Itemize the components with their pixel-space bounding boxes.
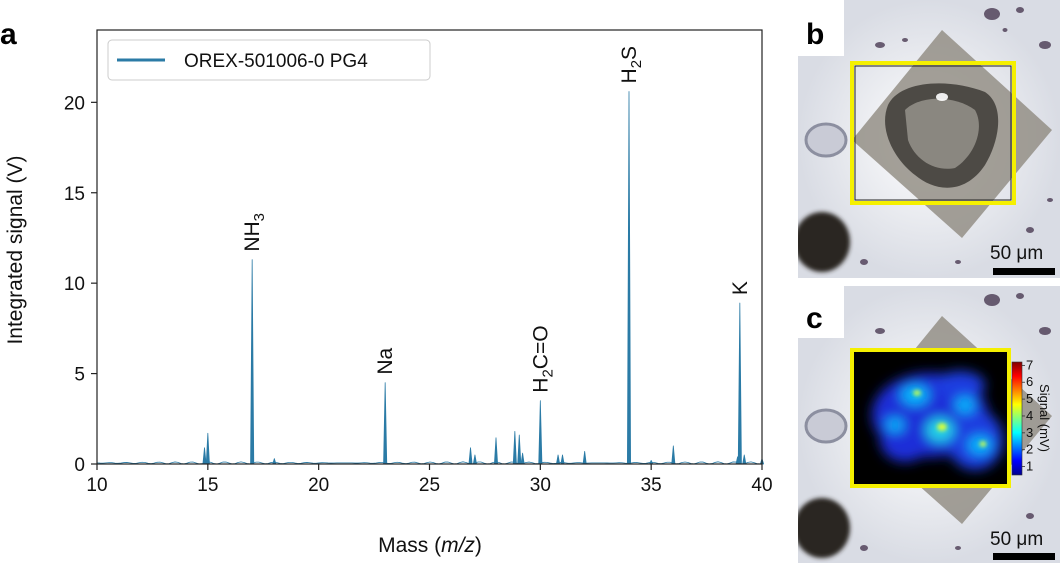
colorbar-tick-label: 4 bbox=[1026, 408, 1033, 423]
peak-label: K bbox=[729, 281, 752, 295]
bubble-artifact bbox=[804, 408, 848, 444]
label-bg-b bbox=[798, 0, 844, 56]
y-tick-label: 0 bbox=[74, 455, 85, 476]
particle bbox=[885, 83, 999, 188]
x-axis-title: Mass (m/z) bbox=[378, 534, 482, 557]
legend-box bbox=[107, 39, 431, 81]
peak bbox=[250, 259, 255, 465]
x-tick-label: 15 bbox=[197, 475, 218, 496]
panel-letter-a: a bbox=[0, 18, 17, 51]
y-tick-label: 15 bbox=[64, 184, 85, 205]
peak bbox=[556, 454, 561, 465]
x-tick-label: 25 bbox=[419, 475, 440, 496]
label-bg-c bbox=[798, 286, 844, 338]
panel-letter-b: b bbox=[806, 18, 824, 51]
peak bbox=[671, 445, 676, 465]
peak bbox=[520, 452, 525, 465]
peak bbox=[202, 447, 207, 465]
peak bbox=[272, 458, 277, 465]
dark-grain bbox=[798, 498, 850, 558]
peak bbox=[582, 450, 587, 465]
x-tick-label: 35 bbox=[641, 475, 662, 496]
debris-specks bbox=[860, 7, 1053, 265]
peak bbox=[468, 447, 473, 465]
heatmap-blobs bbox=[872, 371, 1003, 470]
colorbar-tick-label: 2 bbox=[1026, 442, 1033, 457]
peaks-series bbox=[96, 91, 764, 465]
x-tick-label: 40 bbox=[751, 475, 772, 496]
y-axis-title: Integrated signal (V) bbox=[4, 155, 27, 344]
scale-bar-label-c: 50 μm bbox=[990, 529, 1043, 550]
peak bbox=[560, 454, 565, 465]
debris-specks bbox=[860, 293, 1051, 551]
scale-bar-c bbox=[993, 553, 1055, 560]
colorbar-tick-label: 6 bbox=[1026, 374, 1033, 389]
peak bbox=[205, 432, 210, 465]
colorbar-ticks: 1 2 3 4 5 6 7 bbox=[1022, 357, 1033, 474]
roi-box bbox=[850, 61, 1016, 205]
legend-entry: OREX-501006-0 PG4 bbox=[184, 51, 368, 72]
dark-grain bbox=[798, 212, 850, 272]
colorbar-tick-label: 3 bbox=[1026, 425, 1033, 440]
plot-frame bbox=[96, 29, 763, 465]
colorbar-label: Signal (mV) bbox=[1037, 384, 1052, 452]
peak bbox=[742, 454, 747, 465]
axis-ticks: 10 15 20 25 30 35 40 0 5 10 15 20 bbox=[64, 93, 773, 496]
panel-letter-c: c bbox=[806, 302, 823, 335]
peak-label: NH3 bbox=[241, 213, 268, 252]
peak bbox=[494, 437, 498, 465]
legend: OREX-501006-0 PG4 bbox=[107, 39, 431, 81]
bubble-artifact bbox=[804, 122, 848, 158]
peak bbox=[512, 431, 517, 465]
x-tick-label: 30 bbox=[530, 475, 551, 496]
colorbar-tick-label: 5 bbox=[1026, 391, 1033, 406]
y-tick-label: 10 bbox=[64, 274, 85, 295]
peak bbox=[517, 434, 522, 465]
peak-label: H2S bbox=[618, 46, 645, 84]
peak bbox=[472, 454, 477, 465]
scale-bar-label-b: 50 μm bbox=[990, 243, 1043, 264]
roi-inner bbox=[854, 65, 1012, 201]
peak bbox=[383, 382, 388, 465]
peak-label: H2C=O bbox=[529, 325, 556, 392]
peak-label: Na bbox=[374, 347, 397, 374]
y-tick-label: 20 bbox=[64, 93, 85, 114]
peak bbox=[627, 91, 631, 465]
scale-bar-b bbox=[993, 268, 1055, 275]
x-tick-label: 20 bbox=[308, 475, 329, 496]
spectrum-chart: 10 15 20 25 30 35 40 0 5 10 15 20 NH3 Na H2C=O H2S K Ma… bbox=[4, 29, 773, 557]
colorbar-tick-label: 1 bbox=[1026, 459, 1033, 474]
colorbar bbox=[1011, 361, 1023, 476]
colorbar-tick-label: 7 bbox=[1026, 357, 1033, 372]
y-tick-label: 5 bbox=[74, 365, 85, 386]
peak bbox=[737, 302, 742, 465]
peak bbox=[538, 400, 543, 465]
roi-box bbox=[850, 348, 1011, 488]
x-tick-label: 10 bbox=[86, 475, 107, 496]
peak-annotations: NH3 Na H2C=O H2S K bbox=[241, 46, 752, 393]
